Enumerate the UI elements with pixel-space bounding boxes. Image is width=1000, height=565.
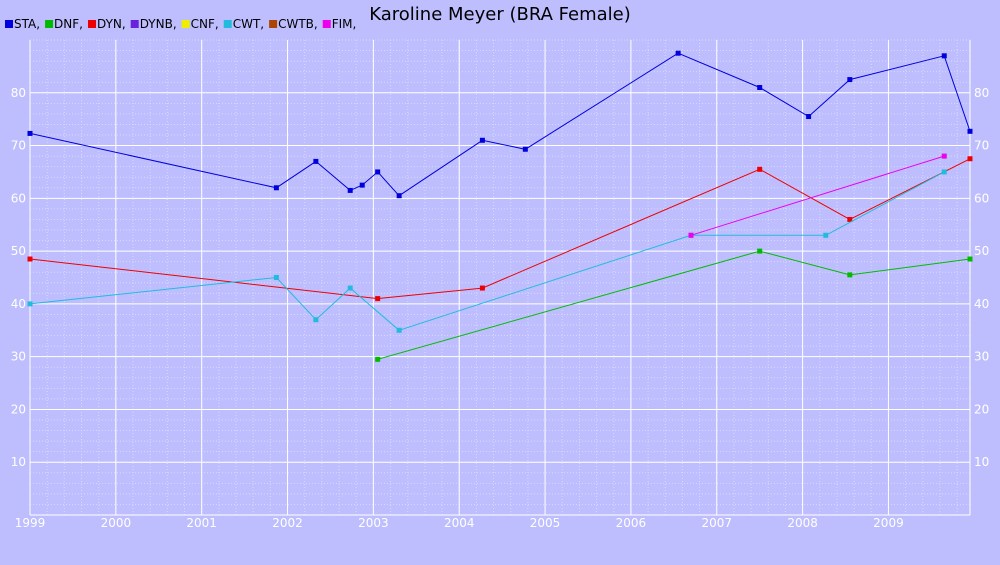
data-point-sta: [479, 137, 485, 143]
chart-title: Karoline Meyer (BRA Female): [369, 4, 630, 25]
series-line-cwt: [29, 171, 945, 331]
y-tick-label-left: 10: [11, 455, 26, 469]
legend-label: DNF,: [54, 17, 83, 31]
data-point-dyn: [479, 285, 485, 291]
y-tick-label-left: 30: [11, 350, 26, 364]
data-point-dyn: [847, 216, 853, 222]
plot-background: [30, 40, 970, 515]
y-tick-label-left: 60: [11, 191, 26, 205]
legend-label: DYNB,: [140, 17, 177, 31]
data-point-dnf: [967, 256, 973, 262]
data-point-cwt: [347, 285, 353, 291]
data-point-sta: [806, 114, 812, 120]
legend-swatch: [181, 20, 190, 28]
x-tick-label: 2008: [787, 516, 818, 530]
y-tick-label-right: 30: [974, 350, 989, 364]
y-tick-label-right: 10: [974, 455, 989, 469]
x-tick-label: 2007: [701, 516, 732, 530]
data-point-dyn: [375, 296, 381, 302]
y-tick-label-left: 40: [11, 297, 26, 311]
data-point-cwt: [396, 327, 402, 333]
x-tick-label: 2000: [101, 516, 132, 530]
data-point-sta: [27, 130, 33, 136]
y-tick-label-right: 80: [974, 86, 989, 100]
data-point-sta: [359, 182, 365, 188]
x-tick-label: 2004: [444, 516, 475, 530]
legend-label: CWT,: [233, 17, 264, 31]
legend-swatch: [130, 20, 139, 28]
data-point-dnf: [375, 356, 381, 362]
legend: STA, DNF, DYN, DYNB, CNF, CWT, CWTB, FIM,: [5, 17, 356, 31]
y-tick-label-right: 40: [974, 297, 989, 311]
y-tick-label-left: 20: [11, 402, 26, 416]
data-point-sta: [313, 158, 319, 164]
data-point-dnf: [757, 248, 763, 254]
y-tick-label-left: 80: [11, 86, 26, 100]
data-point-sta: [522, 146, 528, 152]
data-point-sta: [675, 50, 681, 56]
data-point-sta: [757, 85, 763, 90]
data-point-sta: [396, 193, 402, 199]
legend-swatch: [223, 20, 232, 28]
x-tick-label: 2002: [272, 516, 303, 530]
legend-swatch: [87, 20, 96, 28]
legend-label: CWTB,: [278, 17, 318, 31]
data-point-dnf: [847, 272, 853, 278]
y-tick-label-left: 50: [11, 244, 26, 258]
data-point-sta: [967, 128, 973, 134]
series-line-fim: [690, 155, 945, 236]
data-point-cwt: [27, 301, 33, 307]
data-point-dyn: [27, 256, 33, 262]
y-tick-label-right: 60: [974, 191, 989, 205]
legend-label: CNF,: [191, 17, 219, 31]
y-tick-label-right: 20: [974, 402, 989, 416]
data-point-cwt: [941, 169, 947, 175]
data-point-fim: [688, 232, 694, 238]
x-tick-label: 2001: [186, 516, 217, 530]
legend-label: STA,: [14, 17, 40, 31]
data-point-cwt: [273, 275, 279, 280]
plot-area: 1999 2000 2001 2002 2003 2004 2005 2006 2007 2008…: [11, 39, 989, 530]
series-line-dnf: [377, 250, 971, 360]
x-tick-label: 1999: [15, 516, 46, 530]
y-tick-label-right: 50: [974, 244, 989, 258]
y-tick-label-right: 70: [974, 139, 989, 153]
legend-swatch: [269, 20, 278, 28]
data-point-dyn: [757, 166, 763, 172]
legend-label: FIM,: [332, 17, 357, 31]
x-tick-label: 2003: [358, 516, 389, 530]
x-tick-label: 2009: [873, 516, 904, 530]
data-point-cwt: [823, 232, 829, 238]
data-point-sta: [941, 53, 947, 59]
legend-label: DYN,: [97, 17, 126, 31]
legend-swatch: [5, 20, 13, 28]
x-tick-label: 2005: [530, 516, 561, 530]
x-tick-label: 2006: [616, 516, 647, 530]
data-point-sta: [347, 187, 353, 193]
data-point-fim: [941, 153, 947, 159]
series-line-dyn: [29, 158, 971, 300]
legend-swatch: [322, 20, 331, 28]
data-point-cwt: [313, 317, 319, 323]
legend-swatch: [45, 20, 54, 28]
data-point-sta: [375, 169, 381, 175]
data-point-dyn: [967, 156, 973, 162]
y-tick-label-left: 70: [11, 139, 26, 153]
data-point-sta: [273, 185, 279, 191]
data-point-sta: [847, 77, 853, 83]
